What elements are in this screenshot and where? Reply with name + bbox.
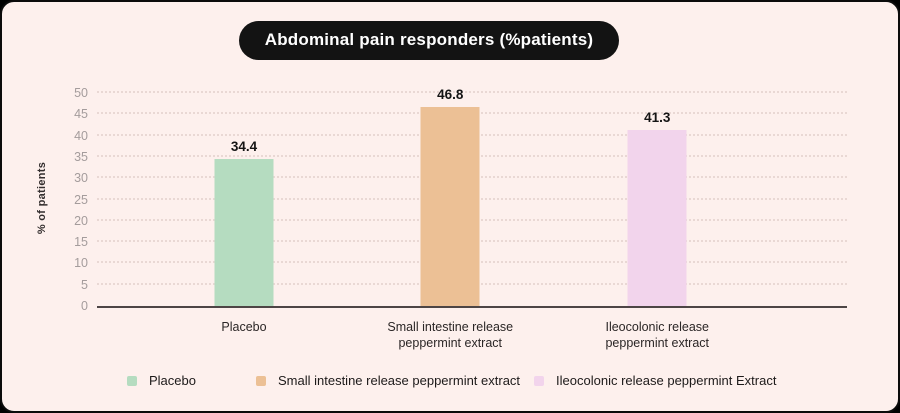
legend-label: Placebo [149,373,196,388]
legend-label: Small intestine release peppermint extra… [277,373,521,388]
chart-title: Abdominal pain responders (%patients) [264,30,594,49]
legend-swatch-icon [127,375,137,386]
chart-title-pill: Abdominal pain responders (%patients) [238,21,620,60]
legend-item-ileocolonic-release: Ileocolonic release peppermint Extract [534,373,776,388]
legend-swatch-icon [255,375,266,386]
bar-value-label: 34.4 [230,139,258,155]
y-tick-label: 50 [74,86,88,100]
title-row: Abdominal pain responders (%patients) [2,21,898,60]
legend-item-placebo: Placebo [127,373,196,388]
legend-swatch-icon [534,375,545,386]
y-tick-label: 10 [74,256,88,271]
legend-item-small-intestine-release: Small intestine release peppermint extra… [255,373,521,388]
x-category-label-small-intestine-release: Small intestine release peppermint extrac… [387,320,514,350]
legend: Placebo Small intestine release peppermin… [127,373,776,388]
plot-area: 34.4 46.8 41.3 [97,87,847,308]
y-axis-title: % of patients [36,161,48,235]
gridline [97,91,847,93]
y-tick-label: 35 [74,149,88,164]
bar-small-intestine-release: 46.8 [420,87,480,306]
y-tick-label: 45 [74,107,88,122]
y-tick-label: 40 [74,128,88,143]
y-tick-label: 0 [81,299,88,313]
legend-label: Ileocolonic release peppermint Extract [556,373,777,388]
y-tick-label: 20 [74,213,88,228]
x-category-label-ileocolonic-release: Ileocolonic release peppermint extract [605,320,710,350]
y-tick-label: 25 [74,192,88,207]
x-category-label-placebo: Placebo [221,320,267,334]
y-tick-label: 15 [74,235,88,250]
bar-value-label: 41.3 [644,110,671,126]
bar-value-label: 46.8 [437,86,464,102]
bar-ileocolonic-release: 41.3 [627,110,687,306]
bar-placebo: 34.4 [214,139,274,306]
y-tick-label: 5 [81,277,88,292]
y-tick-label: 30 [74,171,88,186]
